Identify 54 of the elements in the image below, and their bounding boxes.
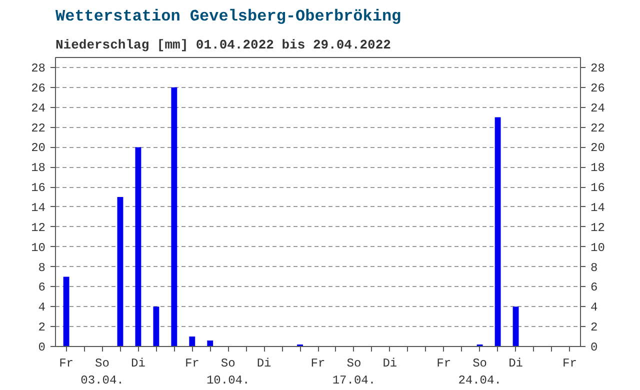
bar bbox=[117, 197, 124, 346]
y2-tick-label: 16 bbox=[590, 181, 605, 196]
x-tick-label: Fr bbox=[562, 356, 577, 370]
y2-tick-label: 22 bbox=[590, 121, 605, 136]
y-tick-label: 2 bbox=[38, 320, 46, 335]
x-tick-label: So 03.04. bbox=[80, 356, 124, 388]
y2-tick-label: 8 bbox=[590, 260, 598, 275]
bar bbox=[189, 336, 196, 346]
y2-tick-label: 14 bbox=[590, 200, 605, 215]
y-tick-label: 14 bbox=[31, 200, 46, 215]
bar bbox=[207, 340, 214, 346]
y-tick-label: 26 bbox=[31, 81, 46, 96]
x-tick-label: So 17.04. bbox=[332, 356, 376, 388]
y-tick-label: 24 bbox=[31, 101, 46, 116]
y2-tick-label: 0 bbox=[590, 340, 598, 354]
y2-tick-label: 4 bbox=[590, 300, 598, 315]
x-tick-label: So 24.04. bbox=[458, 356, 502, 388]
x-tick-label: Fr bbox=[310, 356, 326, 370]
x-tick-label: Di bbox=[256, 356, 272, 370]
y2-tick-label: 6 bbox=[590, 280, 598, 295]
y2-tick-label: 18 bbox=[590, 161, 605, 176]
y-tick-label: 22 bbox=[31, 121, 46, 136]
y-tick-label: 10 bbox=[31, 240, 46, 255]
bar bbox=[135, 147, 142, 346]
y2-tick-label: 12 bbox=[590, 220, 605, 235]
y-tick-label: 6 bbox=[38, 280, 46, 295]
x-tick-label: So 10.04. bbox=[206, 356, 250, 388]
y-tick-label: 28 bbox=[31, 61, 46, 76]
bar bbox=[171, 87, 178, 346]
x-tick-label: Di bbox=[382, 356, 398, 370]
chart-subtitle: Niederschlag [mm] 01.04.2022 bis 29.04.2022 bbox=[56, 38, 392, 52]
x-tick-label: Fr bbox=[436, 356, 452, 370]
y-tick-label: 4 bbox=[38, 300, 46, 315]
y2-tick-label: 20 bbox=[590, 141, 605, 156]
y-tick-label: 0 bbox=[38, 340, 46, 354]
x-tick-label: Fr bbox=[59, 356, 74, 370]
bar bbox=[512, 306, 519, 346]
bar bbox=[153, 306, 160, 346]
x-tick-label: Di bbox=[508, 356, 523, 370]
x-tick-label: Di bbox=[131, 356, 146, 370]
y2-tick-label: 24 bbox=[590, 101, 605, 116]
y-tick-label: 12 bbox=[31, 220, 46, 235]
chart-title: Wetterstation Gevelsberg-Oberbröking bbox=[56, 8, 402, 26]
y-tick-label: 18 bbox=[31, 161, 46, 176]
y2-tick-label: 2 bbox=[590, 320, 598, 335]
y2-tick-label: 10 bbox=[590, 240, 605, 255]
bar bbox=[63, 276, 70, 346]
y2-tick-label: 26 bbox=[590, 81, 605, 96]
x-tick-label: Fr bbox=[184, 356, 200, 370]
y-tick-label: 20 bbox=[31, 141, 46, 156]
y-tick-label: 8 bbox=[38, 260, 46, 275]
y2-tick-label: 28 bbox=[590, 61, 605, 76]
bar bbox=[494, 117, 501, 346]
y-tick-label: 16 bbox=[31, 181, 46, 196]
